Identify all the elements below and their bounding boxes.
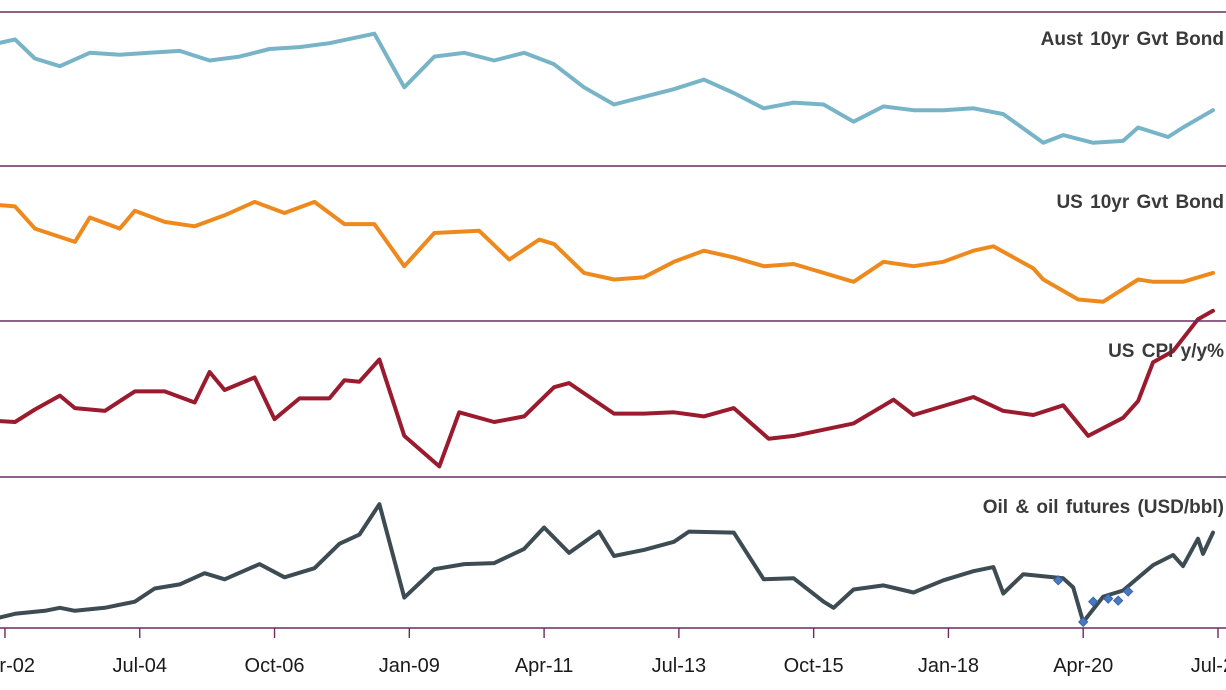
panel-2: US 10yr Gvt Bond <box>0 192 1224 304</box>
x-tick-label: Apr-11 <box>515 655 574 677</box>
x-tick-label: Jan-18 <box>918 655 979 677</box>
series-line-panel-2 <box>0 199 1215 304</box>
panel-4: Oil & oil futures (USD/bbl) <box>0 497 1224 628</box>
futures-marker <box>1053 575 1064 586</box>
x-tick-label: Jul-04 <box>113 655 167 677</box>
panel-1: Aust 10yr Gvt Bond <box>0 29 1224 145</box>
panel-title: Aust 10yr Gvt Bond <box>1041 29 1224 50</box>
x-tick-label: Oct-15 <box>784 655 844 677</box>
panel-title: Oil & oil futures (USD/bbl) <box>983 497 1224 518</box>
panel-title: US CPI y/y% <box>1108 341 1224 362</box>
series-line-panel-4 <box>0 502 1215 624</box>
x-tick-label: Oct-06 <box>245 655 305 677</box>
series-line-panel-1 <box>0 31 1215 145</box>
x-tick-label: Jul-13 <box>652 655 706 677</box>
series-line-panel-3 <box>0 308 1215 469</box>
panel-title: US 10yr Gvt Bond <box>1056 192 1224 213</box>
futures-marker <box>1087 596 1099 607</box>
panel-3: US CPI y/y% <box>0 308 1224 469</box>
x-tick-label: Jan-09 <box>379 655 440 677</box>
futures-marker <box>1112 595 1124 606</box>
x-tick-label: Apr-02 <box>0 655 35 677</box>
futures-marker <box>1122 586 1134 597</box>
futures-marker <box>1078 616 1089 628</box>
x-tick-label: Jul-22 <box>1191 655 1226 677</box>
futures-marker <box>1102 593 1114 604</box>
x-tick-label: Apr-20 <box>1053 655 1113 677</box>
